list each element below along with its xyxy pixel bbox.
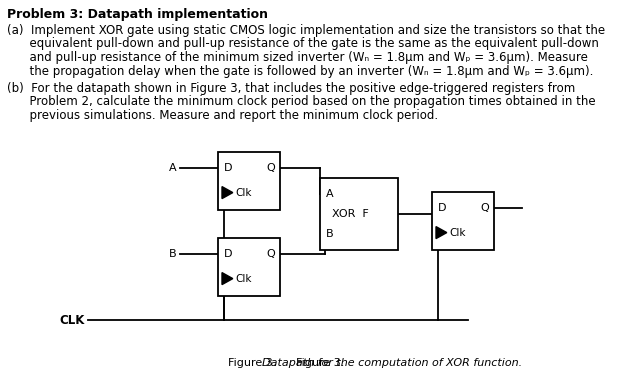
Bar xyxy=(218,238,280,296)
Text: Figure 3.: Figure 3. xyxy=(296,358,348,368)
Polygon shape xyxy=(222,187,232,199)
Text: Datapath for the computation of XOR function.: Datapath for the computation of XOR func… xyxy=(262,358,522,368)
Text: B: B xyxy=(326,229,334,239)
Text: Clk: Clk xyxy=(450,227,466,238)
Text: D: D xyxy=(224,163,232,173)
Text: (b)  For the datapath shown in Figure 3, that includes the positive edge-trigger: (b) For the datapath shown in Figure 3, … xyxy=(7,82,575,95)
Text: Problem 2, calculate the minimum clock period based on the propagation times obt: Problem 2, calculate the minimum clock p… xyxy=(7,96,596,109)
Text: Problem 3: Datapath implementation: Problem 3: Datapath implementation xyxy=(7,8,268,21)
Text: (a)  Implement XOR gate using static CMOS logic implementation and size the tran: (a) Implement XOR gate using static CMOS… xyxy=(7,24,605,37)
Bar xyxy=(218,152,280,210)
Text: B: B xyxy=(169,249,177,259)
Text: A: A xyxy=(169,163,177,173)
Text: Clk: Clk xyxy=(236,274,252,283)
Polygon shape xyxy=(436,227,447,239)
Text: Q: Q xyxy=(266,249,275,259)
Text: XOR  F: XOR F xyxy=(332,209,369,219)
Text: Q: Q xyxy=(480,203,489,213)
Text: Q: Q xyxy=(266,163,275,173)
Text: Clk: Clk xyxy=(236,187,252,198)
Text: previous simulations. Measure and report the minimum clock period.: previous simulations. Measure and report… xyxy=(7,109,438,122)
Bar xyxy=(320,178,398,250)
Text: the propagation delay when the gate is followed by an inverter (Wₙ = 1.8μm and W: the propagation delay when the gate is f… xyxy=(7,64,593,77)
Text: D: D xyxy=(224,249,232,259)
Text: and pull-up resistance of the minimum sized inverter (Wₙ = 1.8μm and Wₚ = 3.6μm): and pull-up resistance of the minimum si… xyxy=(7,51,588,64)
Text: equivalent pull-down and pull-up resistance of the gate is the same as the equiv: equivalent pull-down and pull-up resista… xyxy=(7,37,599,51)
Text: D: D xyxy=(438,203,446,213)
Polygon shape xyxy=(222,272,232,285)
Text: Figure 3.: Figure 3. xyxy=(228,358,280,368)
Bar xyxy=(432,192,494,250)
Text: A: A xyxy=(326,189,334,199)
Text: CLK: CLK xyxy=(60,314,85,327)
